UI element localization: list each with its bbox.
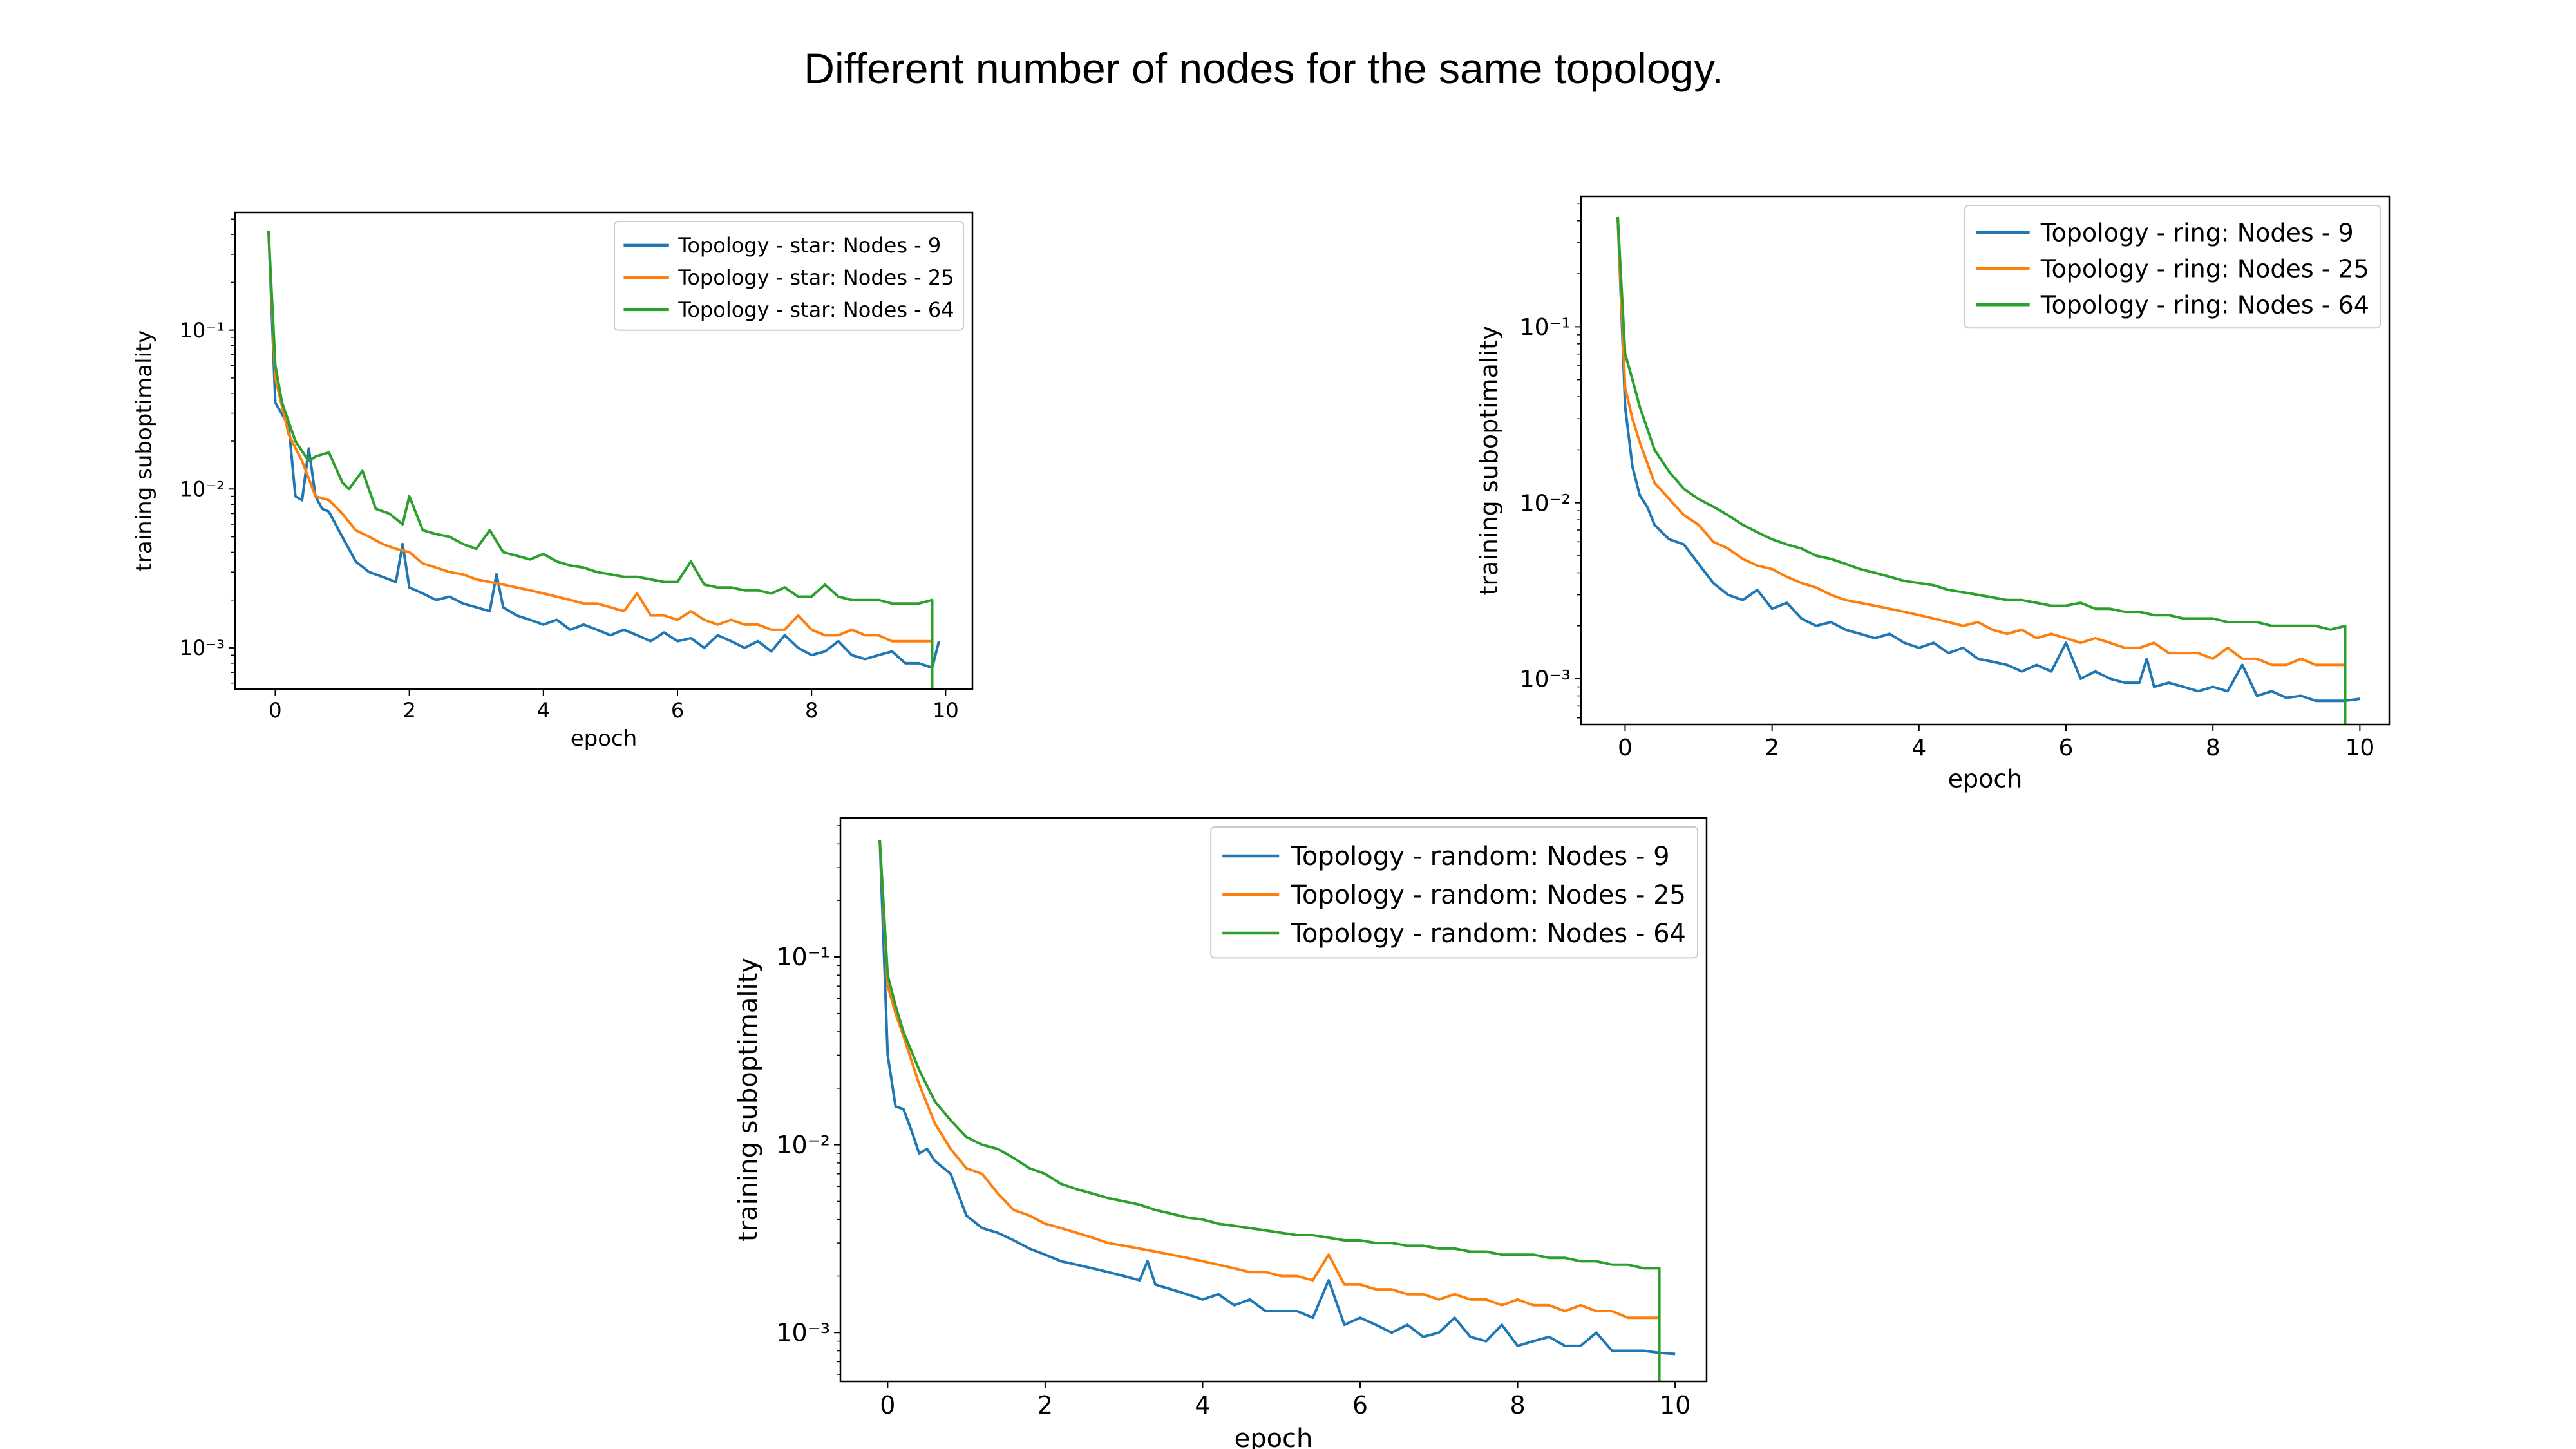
series-line-3 [267,231,934,689]
legend-box [614,221,964,331]
legend-label: Topology - random: Nodes - 25 [1290,880,1686,910]
series-line-2 [1616,216,2345,667]
y-tick-label: 10⁻¹ [180,318,225,343]
x-tick-label: 4 [1195,1391,1210,1419]
y-tick-label: 10⁻¹ [776,943,830,971]
x-tick-label: 8 [2206,735,2221,761]
legend-label: Topology - random: Nodes - 9 [1290,842,1669,871]
y-axis-label: training suboptimality [1475,326,1503,596]
y-tick-label: 10⁻² [1520,490,1571,516]
plot-frame [1580,195,2391,726]
star-topology-chart: 0 2 4 6 8 10 10⁻³ 10⁻² 10⁻¹ epoch training subopti… [131,211,974,752]
series-line-2 [878,840,1660,1320]
series-line-1 [267,231,940,669]
legend-label: Topology - ring: Nodes - 64 [2040,291,2369,319]
x-tick-label: 2 [1765,735,1779,761]
legend: Topology - random: Nodes - 9 Topology - r… [1210,826,1698,959]
plot-frame [234,211,974,690]
series-line-1 [1616,216,2360,703]
plot-frame [839,817,1708,1383]
x-axis-label: epoch [1948,764,2023,793]
legend-label: Topology - ring: Nodes - 9 [2040,219,2354,247]
slide-title: Different number of nodes for the same t… [804,44,1724,92]
y-tick-label: 10⁻³ [180,636,225,660]
x-tick-label: 6 [2059,735,2074,761]
x-tick-label: 4 [1911,735,1926,761]
x-tick-label: 10 [2345,735,2374,761]
legend-label: Topology - ring: Nodes - 25 [2040,255,2369,283]
legend: Topology - ring: Nodes - 9 Topology - rin… [1964,205,2381,329]
series-line-3 [1616,216,2347,724]
legend-box [1964,205,2381,329]
series-group [267,231,940,689]
y-tick-label: 10⁻² [180,477,225,501]
series-line-1 [878,840,1676,1356]
legend-label: Topology - star: Nodes - 64 [677,298,954,322]
legend-label: Topology - star: Nodes - 9 [677,233,941,258]
ring-topology-chart: 0 2 4 6 8 10 10⁻³ 10⁻² 10⁻¹ epoch training subopti… [1475,195,2391,793]
x-tick-label: 10 [933,698,959,723]
x-tick-label: 2 [1037,1391,1053,1419]
x-tick-label: 10 [1660,1391,1690,1419]
legend-label: Topology - random: Nodes - 64 [1290,919,1686,949]
x-tick-label: 0 [1618,735,1633,761]
x-tick-label: 0 [269,698,281,723]
y-tick-label: 10⁻³ [776,1319,830,1347]
x-tick-label: 2 [402,698,415,723]
x-axis-label: epoch [571,726,638,752]
x-tick-label: 8 [1510,1391,1525,1419]
x-axis-label: epoch [1235,1424,1313,1449]
legend-box [1210,826,1698,959]
x-tick-label: 6 [671,698,684,723]
series-group [878,840,1676,1381]
x-tick-label: 0 [880,1391,895,1419]
series-line-2 [267,231,933,643]
legend-label: Topology - star: Nodes - 25 [677,265,954,290]
y-tick-label: 10⁻³ [1520,667,1571,693]
y-tick-label: 10⁻¹ [1520,314,1571,341]
y-tick-label: 10⁻² [776,1131,830,1159]
y-axis-label: training suboptimality [734,958,763,1242]
legend: Topology - star: Nodes - 9 Topology - sta… [614,221,964,331]
random-topology-chart: 0 2 4 6 8 10 10⁻³ 10⁻² 10⁻¹ epoch training subopti… [734,817,1708,1449]
y-axis-label: training suboptimality [131,330,157,572]
series-line-3 [878,840,1661,1381]
x-tick-label: 6 [1352,1391,1368,1419]
x-tick-label: 8 [805,698,818,723]
x-tick-label: 4 [537,698,550,723]
series-group [1616,216,2360,724]
